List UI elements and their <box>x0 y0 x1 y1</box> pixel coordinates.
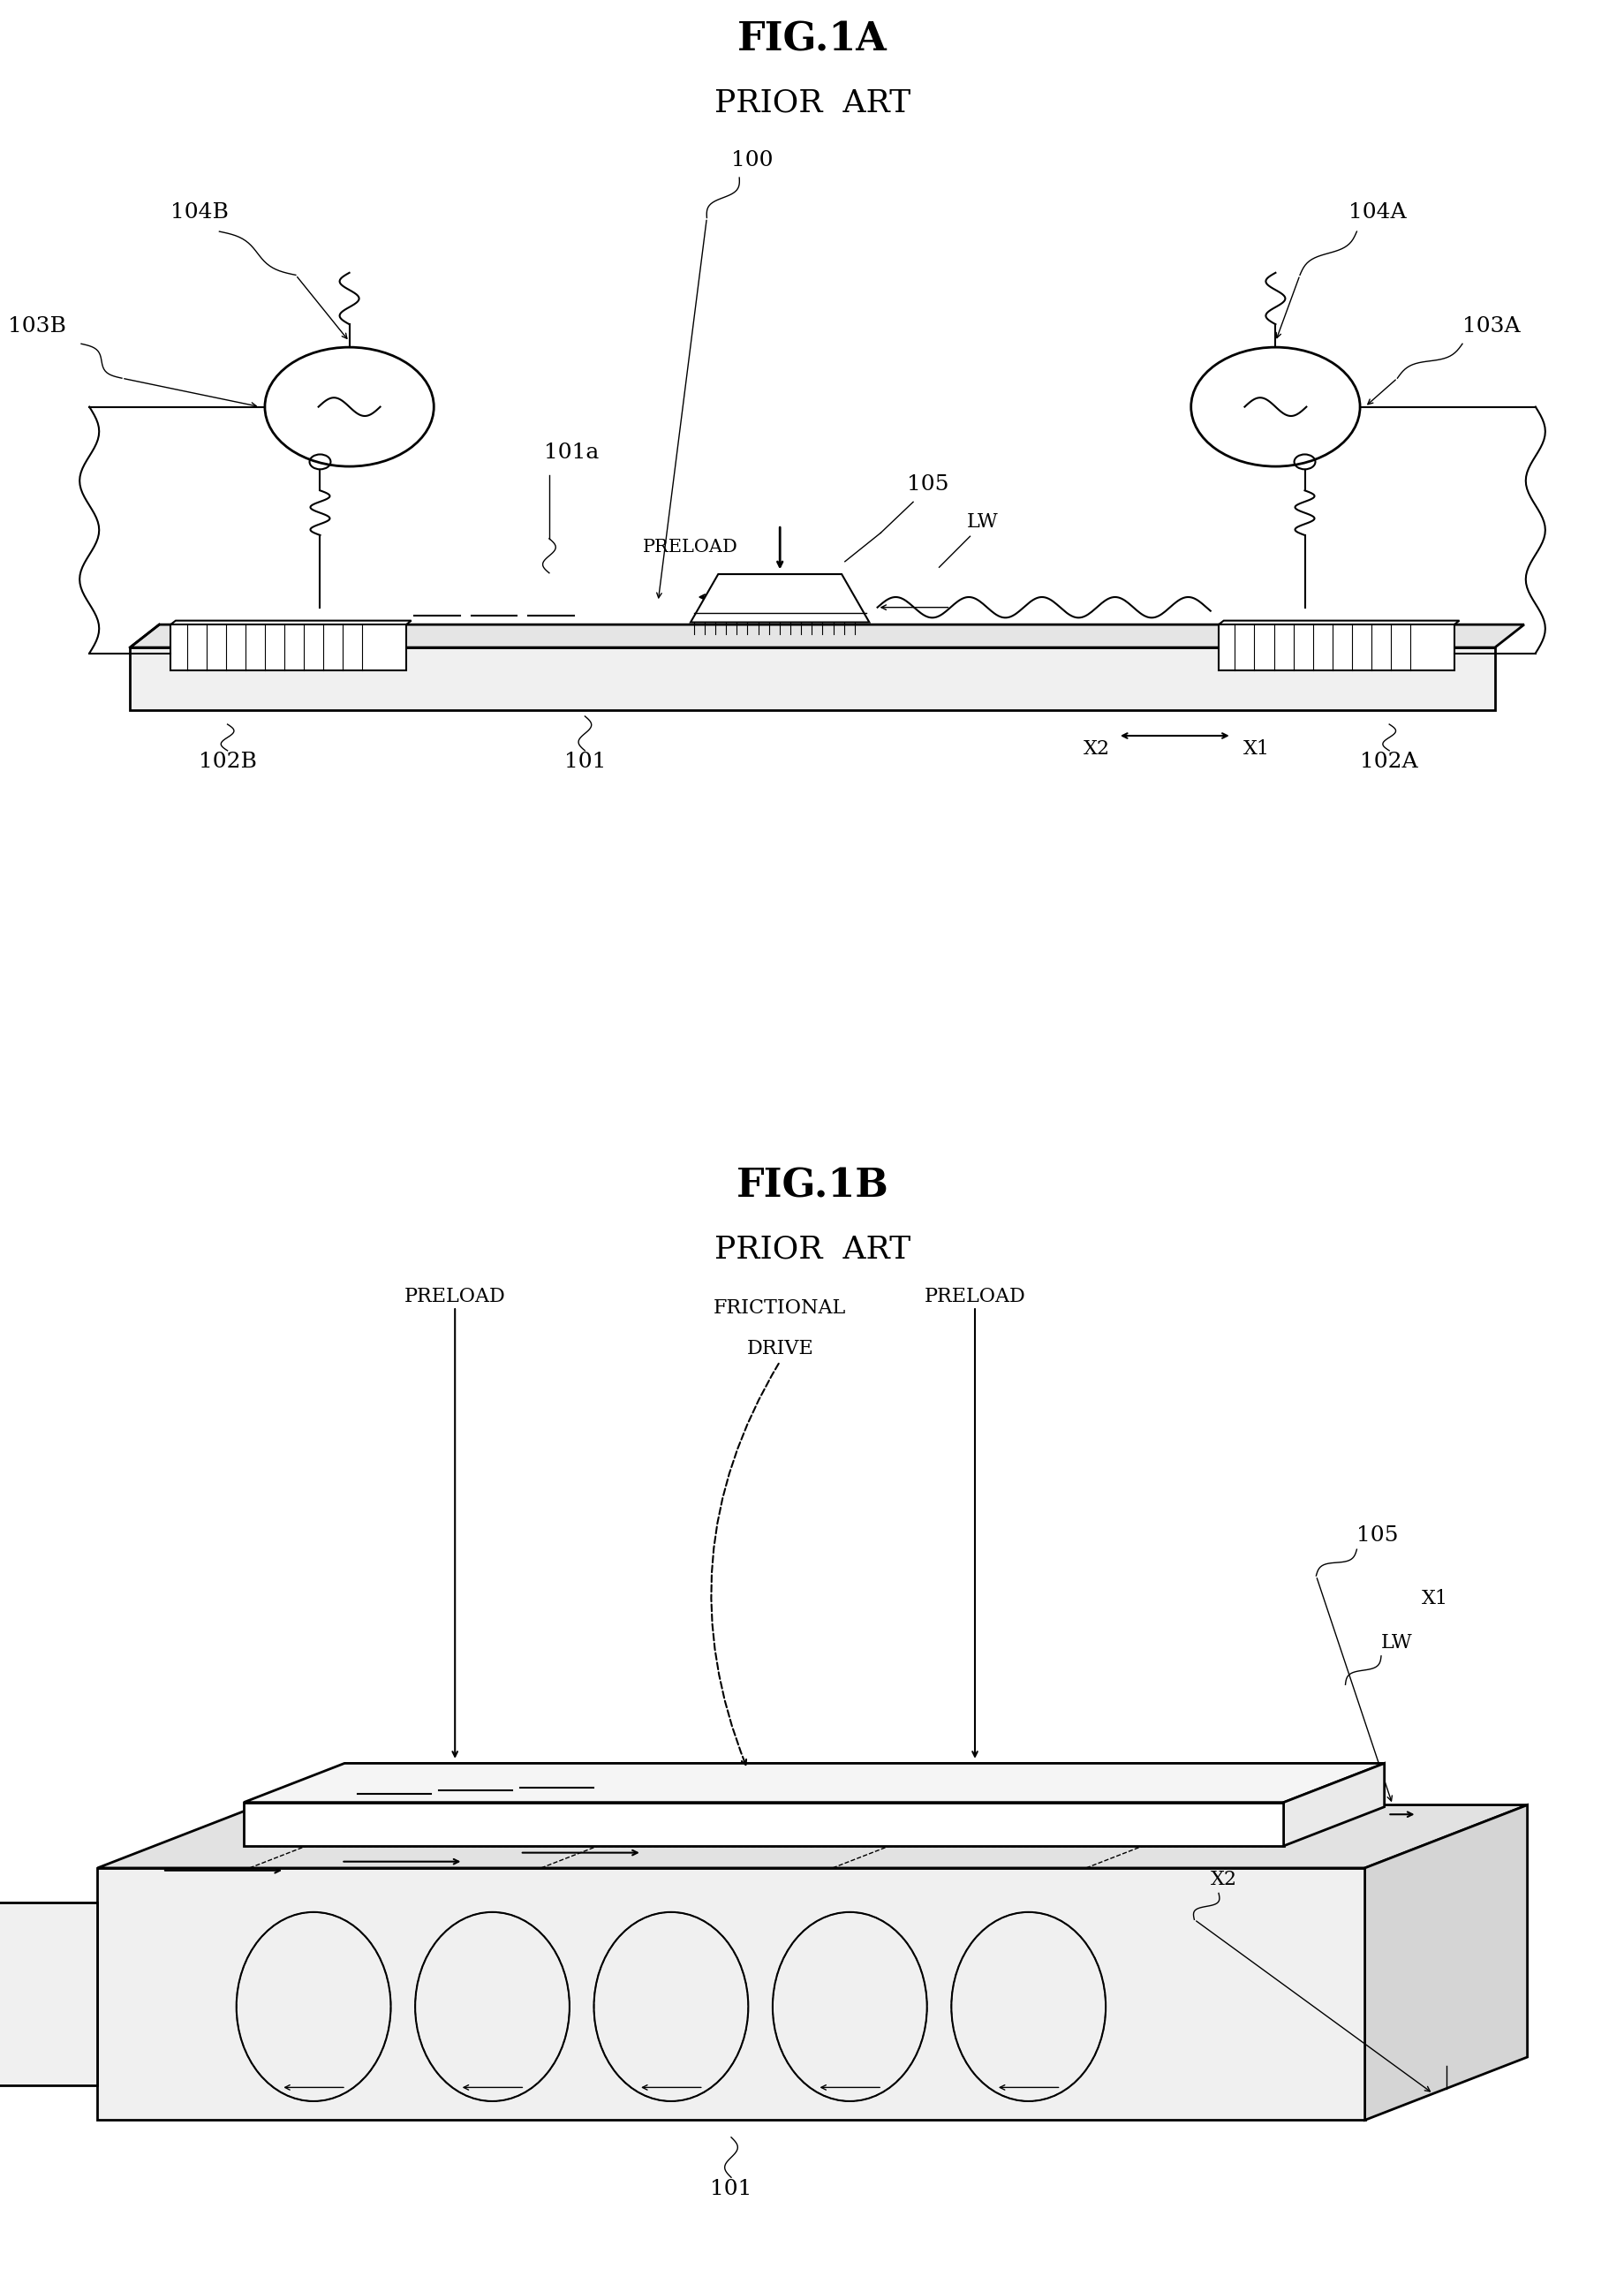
Polygon shape <box>244 1802 1283 1845</box>
Text: LW: LW <box>966 511 997 532</box>
Text: PRELOAD: PRELOAD <box>643 539 737 555</box>
Text: PRELOAD: PRELOAD <box>404 1288 505 1306</box>
Text: 100: 100 <box>731 151 773 170</box>
Text: DRIVE: DRIVE <box>745 1339 814 1357</box>
Polygon shape <box>97 1806 1527 1868</box>
Polygon shape <box>0 1902 97 2086</box>
Text: 101: 101 <box>564 752 606 772</box>
Text: 105: 105 <box>906 474 948 495</box>
Text: 102B: 102B <box>198 752 257 772</box>
Text: 102A: 102A <box>1359 752 1418 772</box>
Polygon shape <box>1364 1806 1527 2120</box>
Polygon shape <box>1218 623 1453 669</box>
Text: X2: X2 <box>1210 1870 1236 1889</box>
Text: 103B: 103B <box>8 316 67 337</box>
Text: 103A: 103A <box>1462 316 1520 337</box>
Polygon shape <box>171 621 411 623</box>
Polygon shape <box>244 1763 1384 1802</box>
Text: 101a: 101a <box>544 442 599 463</box>
Text: FIG.1A: FIG.1A <box>737 21 887 60</box>
Text: PRELOAD: PRELOAD <box>924 1288 1025 1306</box>
Text: 104A: 104A <box>1348 202 1406 222</box>
Text: FIG.1B: FIG.1B <box>736 1167 888 1206</box>
Polygon shape <box>130 646 1494 711</box>
Text: X1: X1 <box>1242 738 1268 759</box>
Text: 105: 105 <box>1356 1526 1398 1545</box>
Polygon shape <box>97 1868 1364 2120</box>
Text: X2: X2 <box>1083 738 1109 759</box>
Polygon shape <box>1218 621 1458 623</box>
Text: 101: 101 <box>710 2180 752 2198</box>
Polygon shape <box>130 623 1523 646</box>
Polygon shape <box>171 623 406 669</box>
Text: PRIOR  ART: PRIOR ART <box>715 87 909 119</box>
Text: X1: X1 <box>1421 1588 1447 1609</box>
Text: PRIOR  ART: PRIOR ART <box>715 1233 909 1265</box>
Text: LW: LW <box>1380 1632 1411 1653</box>
Polygon shape <box>690 575 869 621</box>
Text: FRICTIONAL: FRICTIONAL <box>713 1300 846 1318</box>
Text: 104B: 104B <box>171 202 229 222</box>
Polygon shape <box>1283 1763 1384 1845</box>
